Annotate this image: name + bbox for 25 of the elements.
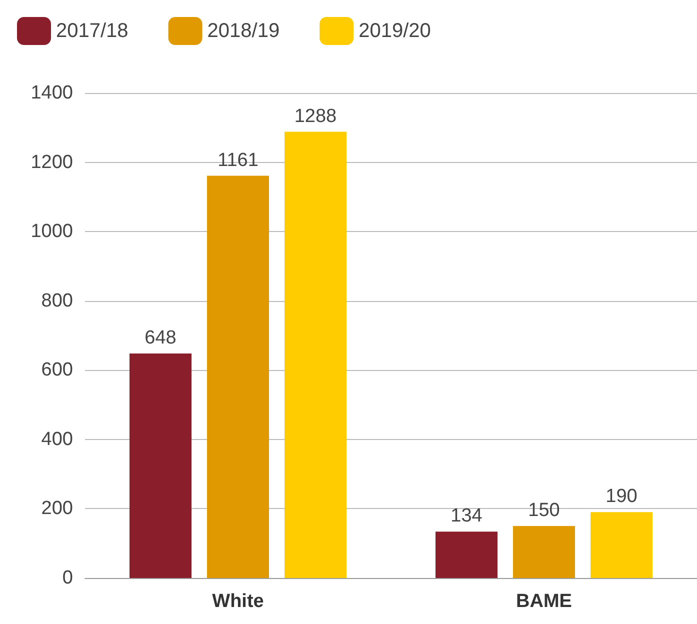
y-tick-label: 1000 <box>30 221 73 242</box>
bar <box>436 532 498 578</box>
data-label: 190 <box>606 486 638 508</box>
x-tick-label: White <box>212 591 264 612</box>
y-tick-label: 800 <box>41 290 73 312</box>
y-tick-label: 1200 <box>30 152 73 173</box>
bar <box>513 526 575 578</box>
data-label: 1288 <box>294 106 337 127</box>
data-label: 150 <box>528 500 560 522</box>
legend-label: 2019/20 <box>358 20 431 42</box>
data-label: 1161 <box>218 150 258 171</box>
data-label: 648 <box>144 328 176 349</box>
bar <box>590 512 652 578</box>
bar <box>207 176 269 578</box>
y-tick-label: 200 <box>41 498 73 520</box>
bar <box>284 132 346 578</box>
y-tick-label: 0 <box>62 568 73 588</box>
legend-label: 2017/18 <box>56 20 128 42</box>
y-tick-label: 600 <box>41 360 73 381</box>
bar <box>130 354 192 578</box>
data-label: 134 <box>450 506 483 527</box>
legend-label: 2018/19 <box>207 20 280 42</box>
y-tick-label: 400 <box>41 428 73 450</box>
x-tick-label: BAME <box>516 591 572 612</box>
y-tick-label: 1400 <box>30 82 73 104</box>
